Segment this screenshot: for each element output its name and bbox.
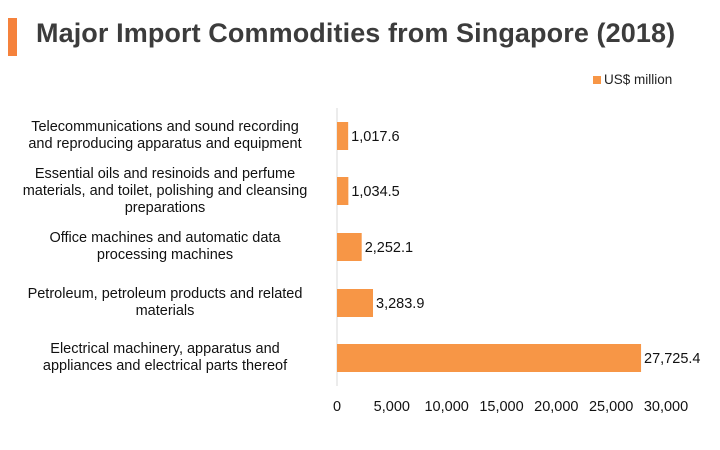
bar (337, 177, 349, 205)
category-label-line: Office machines and automatic data (49, 230, 281, 246)
legend-swatch (593, 75, 601, 84)
title-accent-bar (8, 18, 17, 56)
legend: US$ million (593, 72, 672, 87)
data-label: 1,034.5 (351, 184, 399, 200)
data-label: 1,017.6 (351, 129, 399, 145)
x-tick-label: 30,000 (644, 399, 688, 415)
bar (337, 289, 374, 317)
category-label-line: Petroleum, petroleum products and relate… (27, 286, 303, 302)
category-label: Petroleum, petroleum products and relate… (0, 286, 330, 320)
data-label: 2,252.1 (365, 240, 413, 256)
category-label: Office machines and automatic data proces… (0, 230, 330, 264)
chart-title: Major Import Commodities from Singapore … (36, 18, 676, 48)
category-label-line: Telecommunications and sound recording (31, 119, 299, 135)
x-tick-label: 0 (333, 399, 341, 415)
category-label-line: and reproducing apparatus and equipment (28, 136, 302, 152)
category-label: Telecommunications and sound recording an… (0, 119, 330, 153)
bar (337, 233, 362, 261)
category-label-line: Electrical machinery, apparatus and (50, 341, 280, 357)
category-label-line: appliances and electrical parts thereof (42, 358, 288, 374)
x-tick-label: 10,000 (424, 399, 468, 415)
data-label: 27,725.4 (644, 351, 700, 367)
category-label-line: materials (135, 303, 195, 319)
x-tick-label: 15,000 (479, 399, 523, 415)
legend-label: US$ million (604, 72, 673, 87)
x-tick-label: 20,000 (534, 399, 578, 415)
x-tick-label: 25,000 (589, 399, 633, 415)
bar (337, 122, 349, 150)
category-label: Essential oils and resinoids and perfume… (0, 166, 330, 217)
category-label-line: processing machines (96, 247, 234, 263)
x-tick-label: 5,000 (374, 399, 410, 415)
category-label-line: materials, and toilet, polishing and cle… (22, 182, 308, 199)
bar (337, 344, 642, 372)
category-label-line: Essential oils and resinoids and perfume (34, 165, 296, 182)
category-label-line: preparations (124, 199, 206, 216)
data-label: 3,283.9 (376, 296, 424, 312)
category-label: Electrical machinery, apparatus and appli… (0, 341, 330, 375)
